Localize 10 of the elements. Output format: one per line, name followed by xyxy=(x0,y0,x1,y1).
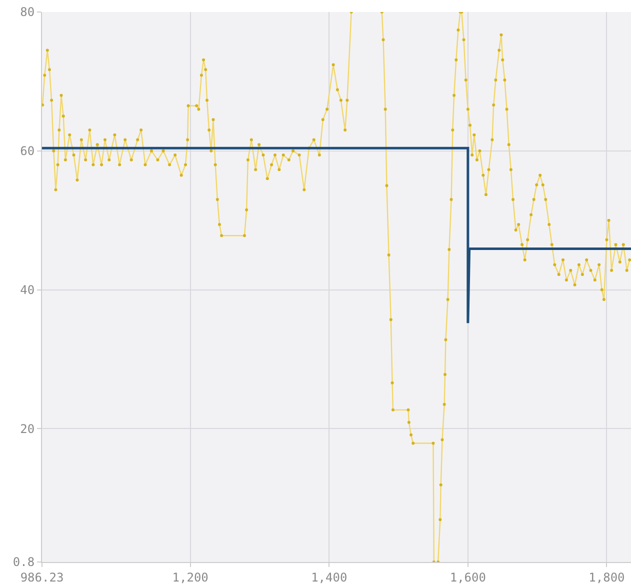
y-tick-label: 80 xyxy=(20,5,35,20)
x-tick-label: 986.23 xyxy=(20,570,64,584)
y-tick-label: 40 xyxy=(20,282,35,297)
y-tick-label: 20 xyxy=(20,422,35,436)
y-tick-label: 0.8 xyxy=(12,555,35,570)
x-tick-label: 1,200 xyxy=(172,570,208,584)
x-tick-label: 1,600 xyxy=(450,570,486,584)
x-tick-label: 1,800 xyxy=(588,570,625,584)
y-tick-label: 60 xyxy=(20,144,35,158)
x-tick-label: 1,400 xyxy=(311,570,348,584)
